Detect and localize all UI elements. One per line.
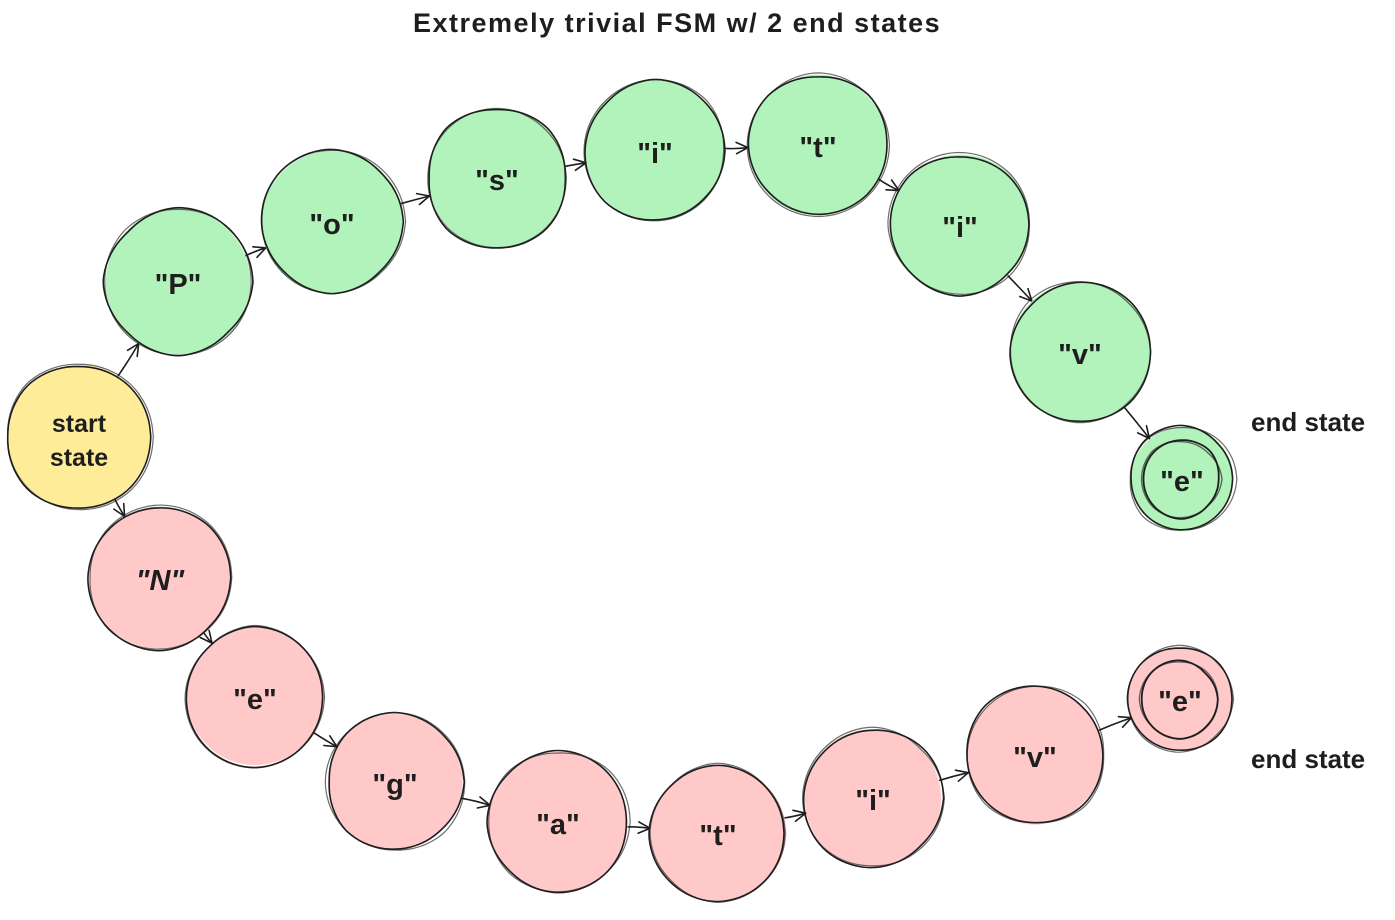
svg-text:Extremely trivial FSM w/ 2 end: Extremely trivial FSM w/ 2 end states xyxy=(413,8,941,38)
svg-text:"o": "o" xyxy=(309,209,354,241)
svg-text:"g": "g" xyxy=(372,769,417,801)
svg-text:"i": "i" xyxy=(637,138,673,170)
svg-text:"P": "P" xyxy=(155,269,202,301)
svg-text:"v": "v" xyxy=(1013,742,1057,774)
svg-text:start: start xyxy=(52,410,107,438)
svg-text:end state: end state xyxy=(1251,744,1365,774)
svg-text:state: state xyxy=(50,444,108,472)
svg-text:"t": "t" xyxy=(799,132,836,164)
svg-text:"v": "v" xyxy=(1058,339,1102,371)
svg-text:"N": "N" xyxy=(136,565,186,597)
svg-text:"a": "a" xyxy=(536,809,580,841)
svg-text:"s": "s" xyxy=(475,165,519,197)
svg-text:"e": "e" xyxy=(1160,466,1204,498)
svg-text:"t": "t" xyxy=(699,820,736,852)
svg-text:"e": "e" xyxy=(1158,686,1202,718)
svg-text:"i": "i" xyxy=(855,785,891,817)
svg-text:"e": "e" xyxy=(233,684,277,716)
svg-text:end state: end state xyxy=(1251,407,1365,437)
svg-text:"i": "i" xyxy=(942,212,978,244)
